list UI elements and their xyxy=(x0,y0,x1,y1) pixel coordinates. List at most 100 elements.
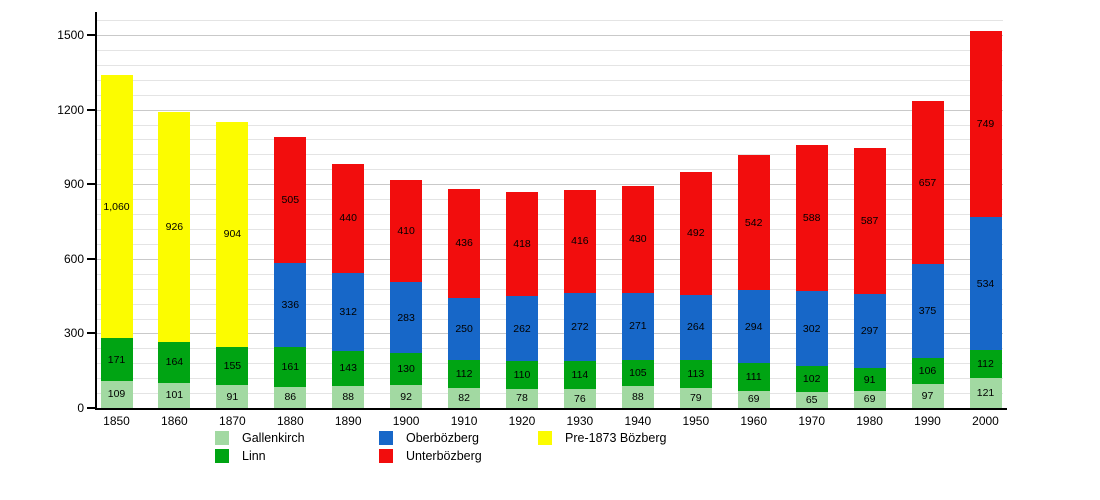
bar-value-label: 336 xyxy=(281,298,300,311)
minor-gridline xyxy=(96,139,1003,141)
bar-segment-unterb-zberg: 749 xyxy=(969,31,1002,218)
legend-swatch xyxy=(538,431,552,445)
bar-value-label: 82 xyxy=(458,391,470,404)
major-gridline xyxy=(96,258,1003,260)
legend-label: Gallenkirch xyxy=(242,431,305,445)
x-axis-label: 1990 xyxy=(914,414,941,428)
bar-value-label: 542 xyxy=(744,216,763,229)
bar-segment-linn: 112 xyxy=(448,359,481,388)
bar-value-label: 749 xyxy=(976,118,995,131)
minor-gridline xyxy=(96,243,1003,245)
bar-segment-linn: 102 xyxy=(795,366,828,392)
bar-segment-pre-1873-b-zberg: 904 xyxy=(216,122,249,347)
legend-swatch xyxy=(379,431,393,445)
major-gridline xyxy=(96,109,1003,111)
bar-value-label: 312 xyxy=(339,305,357,318)
bar-segment-gallenkirch: 92 xyxy=(390,385,423,408)
bar-value-label: 505 xyxy=(281,194,300,207)
bar-value-label: 283 xyxy=(397,311,415,324)
x-axis-label: 1870 xyxy=(219,414,246,428)
minor-gridline xyxy=(96,169,1003,171)
bar-segment-unterb-zberg: 430 xyxy=(621,185,654,293)
bar-value-label: 302 xyxy=(802,322,821,335)
bar-value-label: 113 xyxy=(687,368,705,381)
bar-segment-gallenkirch: 69 xyxy=(737,390,770,408)
bar-value-label: 65 xyxy=(805,393,818,406)
legend-item: Unterbözberg xyxy=(379,449,482,463)
legend-swatch xyxy=(379,449,393,463)
bar-value-label: 97 xyxy=(921,389,934,402)
bar-value-label: 102 xyxy=(802,373,821,386)
legend-label: Unterbözberg xyxy=(406,449,482,463)
y-axis xyxy=(95,12,97,409)
y-axis-label: 1200 xyxy=(57,102,84,117)
bar-segment-oberb-zberg: 534 xyxy=(969,217,1002,351)
minor-gridline xyxy=(96,94,1003,96)
bar-segment-gallenkirch: 121 xyxy=(969,377,1002,408)
minor-gridline xyxy=(96,154,1003,156)
bar-segment-oberb-zberg: 336 xyxy=(274,263,307,347)
y-axis-label: 900 xyxy=(63,177,84,192)
y-axis-label: 300 xyxy=(63,326,84,341)
x-axis-label: 1940 xyxy=(624,414,652,428)
bar-value-label: 130 xyxy=(397,362,415,375)
minor-gridline xyxy=(96,393,1003,395)
bar-segment-gallenkirch: 82 xyxy=(448,387,481,408)
bar-segment-gallenkirch: 79 xyxy=(679,388,712,408)
minor-gridline xyxy=(96,229,1003,230)
minor-gridline xyxy=(96,378,1003,380)
bar-value-label: 657 xyxy=(918,176,937,189)
legend-item: Pre-1873 Bözberg xyxy=(538,431,666,445)
y-axis-label: 0 xyxy=(77,401,84,415)
y-axis-label: 600 xyxy=(63,251,84,266)
bar-segment-gallenkirch: 76 xyxy=(563,389,596,408)
bar-segment-oberb-zberg: 250 xyxy=(448,297,481,360)
bar-value-label: 155 xyxy=(223,360,242,373)
x-axis-label: 1980 xyxy=(856,414,883,428)
x-axis-label: 1970 xyxy=(798,414,826,428)
x-axis-label: 1920 xyxy=(508,414,536,428)
minor-gridline xyxy=(96,124,1003,126)
legend-swatch xyxy=(215,431,229,445)
bar-segment-gallenkirch: 88 xyxy=(621,386,654,408)
y-axis-tick xyxy=(87,108,95,111)
bar-segment-linn: 161 xyxy=(274,346,307,387)
x-axis xyxy=(95,408,1007,410)
bar-segment-unterb-zberg: 418 xyxy=(506,192,538,297)
bar-segment-unterb-zberg: 436 xyxy=(448,189,481,298)
bar-segment-linn: 143 xyxy=(332,350,365,387)
bar-value-label: 926 xyxy=(165,220,184,233)
minor-gridline xyxy=(96,20,1003,22)
bar-segment-linn: 112 xyxy=(969,350,1002,378)
x-axis-label: 1960 xyxy=(740,414,768,428)
y-axis-tick xyxy=(87,407,95,409)
bar-value-label: 297 xyxy=(860,325,879,338)
bar-segment-pre-1873-b-zberg: 926 xyxy=(158,111,191,343)
x-axis-label: 1850 xyxy=(103,414,130,428)
minor-gridline xyxy=(96,64,1003,66)
legend-label: Oberbözberg xyxy=(406,431,479,445)
bar-value-label: 418 xyxy=(513,238,531,251)
x-axis-label: 1900 xyxy=(392,414,420,428)
bar-value-label: 272 xyxy=(571,320,589,333)
bar-value-label: 78 xyxy=(516,392,528,405)
minor-gridline xyxy=(96,79,1003,81)
bar-value-label: 161 xyxy=(281,360,300,373)
bar-value-label: 69 xyxy=(863,393,876,406)
y-axis-tick xyxy=(87,34,95,36)
y-axis-label: 1500 xyxy=(57,28,84,42)
bar-value-label: 143 xyxy=(339,362,357,375)
bar-segment-oberb-zberg: 302 xyxy=(795,291,828,367)
legend-item: Linn xyxy=(215,449,266,463)
bar-value-label: 91 xyxy=(863,373,876,386)
bar-segment-gallenkirch: 78 xyxy=(506,388,538,408)
bar-value-label: 88 xyxy=(632,391,644,404)
bar-segment-oberb-zberg: 375 xyxy=(911,264,944,358)
bar-value-label: 105 xyxy=(629,367,647,380)
bar-segment-gallenkirch: 65 xyxy=(795,391,828,408)
bar-value-label: 264 xyxy=(687,321,705,334)
x-axis-label: 2000 xyxy=(972,414,999,428)
